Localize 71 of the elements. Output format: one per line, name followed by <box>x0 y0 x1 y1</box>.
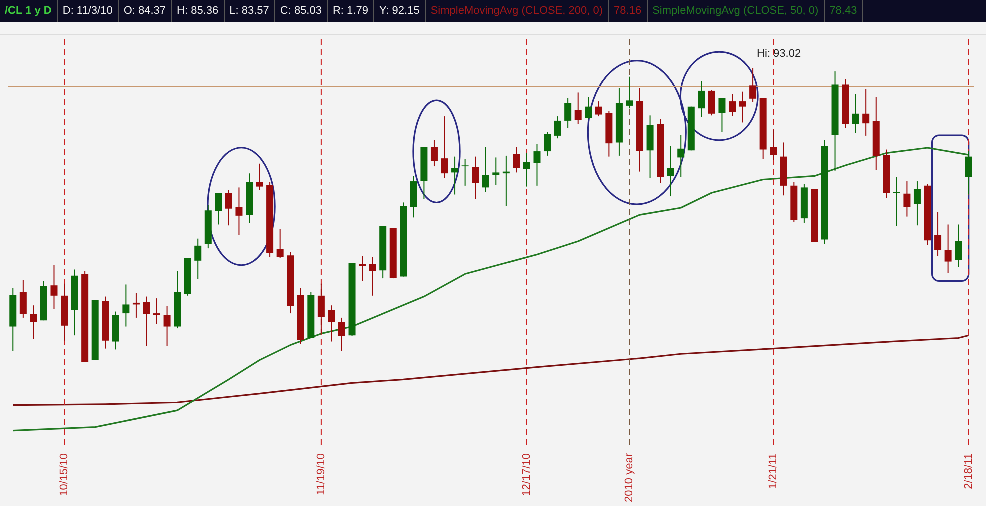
candlestick <box>944 224 952 274</box>
text: 78.43 <box>824 0 864 22</box>
candlestick <box>276 228 284 259</box>
candlestick <box>626 76 634 110</box>
candlestick <box>667 146 674 198</box>
candlestick <box>318 283 325 334</box>
candlestick <box>256 163 264 191</box>
candlestick <box>122 284 130 328</box>
candlestick <box>544 132 552 156</box>
candlestick <box>236 187 243 236</box>
x-tick-label: 2/18/11 <box>962 454 975 490</box>
candlestick <box>534 144 541 186</box>
candlestick <box>678 134 685 178</box>
candlestick <box>225 190 232 226</box>
text: Hi: 93.02 <box>757 48 802 60</box>
candlestick <box>523 152 530 188</box>
candlestick <box>215 192 222 226</box>
candlestick <box>164 306 171 347</box>
candlestick <box>893 176 900 228</box>
candlestick <box>718 98 726 133</box>
x-tick-label: 12/17/10 <box>520 454 533 496</box>
text: SimpleMovingAvg (CLOSE, 50, 0) <box>648 0 825 22</box>
candlestick <box>955 224 962 268</box>
text: H: 85.36 <box>172 0 225 22</box>
candlestick <box>585 96 592 120</box>
candlestick <box>50 264 58 310</box>
text: O: 84.37 <box>118 0 172 22</box>
x-tick-label: 11/19/10 <box>315 454 328 496</box>
candlestick <box>729 94 736 118</box>
text: D: 11/3/10 <box>58 0 119 22</box>
candlestick <box>513 146 520 174</box>
candlestick <box>708 90 716 116</box>
candlestick <box>862 88 870 136</box>
text: C: 85.03 <box>275 0 328 22</box>
candlestick <box>574 92 582 125</box>
candlestick <box>338 317 346 352</box>
candlestick <box>462 158 469 186</box>
candlestick <box>554 116 562 140</box>
candlestick <box>770 129 778 161</box>
candlestick <box>194 238 202 280</box>
candlestick <box>564 98 572 129</box>
candlestick <box>472 156 480 200</box>
candlestick <box>965 151 972 196</box>
candlestick <box>595 101 602 118</box>
candlestick <box>154 298 161 325</box>
candlestick <box>492 157 500 186</box>
candlestick <box>904 181 911 218</box>
candlestick <box>914 181 921 226</box>
chart-title: /CL 1 y D <box>0 0 58 22</box>
text: SimpleMovingAvg (CLOSE, 200, 0) <box>426 0 610 22</box>
text: 78.16 <box>609 0 648 22</box>
candlestick <box>369 256 376 296</box>
candlestick <box>934 212 942 257</box>
candlestick <box>452 156 459 196</box>
candlestick <box>143 296 150 347</box>
candlestick <box>739 91 746 124</box>
candlestick <box>20 280 27 318</box>
candlestick <box>750 68 757 103</box>
candlestick <box>482 146 490 193</box>
candlestick <box>328 305 336 342</box>
x-tick-label: 10/15/10 <box>58 454 71 496</box>
candlestick <box>852 94 860 134</box>
candlestick <box>698 80 706 118</box>
text: R: 1.79 <box>328 0 374 22</box>
candlestick <box>30 305 38 340</box>
text: L: 83.57 <box>224 0 276 22</box>
x-tick-label: 2010 year <box>624 453 636 502</box>
candlestick <box>441 116 448 178</box>
x-tick-label: 1/21/11 <box>768 454 780 490</box>
text: Y: 92.15 <box>374 0 426 22</box>
candlestick <box>430 140 438 168</box>
